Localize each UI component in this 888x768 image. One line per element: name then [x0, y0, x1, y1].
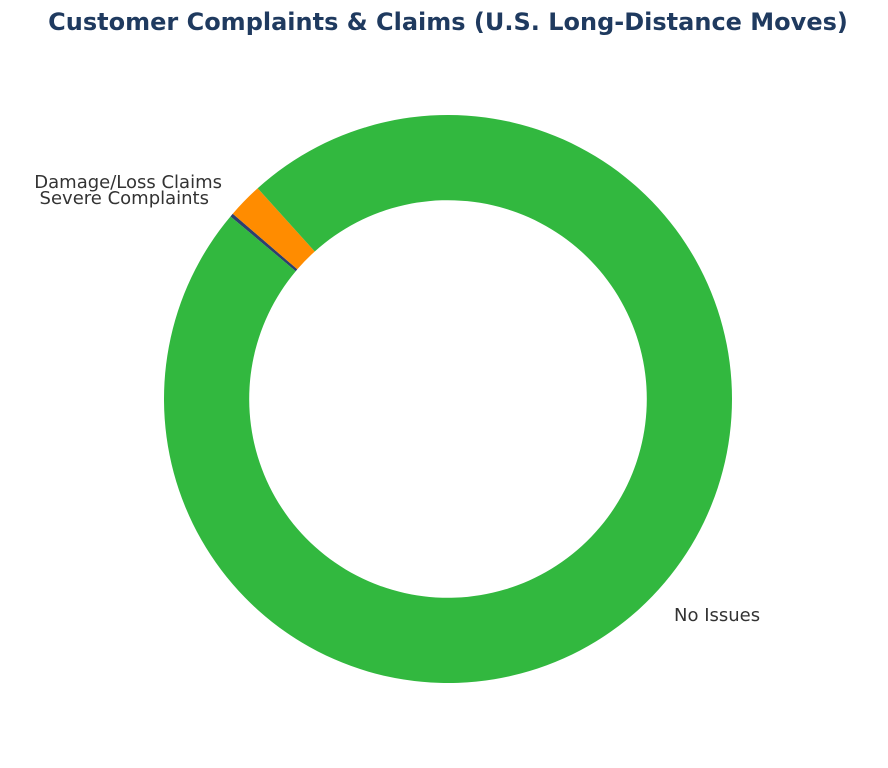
slice-label: No Issues: [674, 605, 760, 626]
slice-label: Damage/Loss Claims: [34, 172, 222, 193]
slice-severe-complaints: [230, 213, 298, 272]
chart-title: Customer Complaints & Claims (U.S. Long-…: [48, 8, 848, 36]
slice-no-issues: [163, 115, 732, 684]
slice-damage-loss-claims: [232, 188, 315, 270]
slice-label: Severe Complaints: [40, 188, 209, 209]
